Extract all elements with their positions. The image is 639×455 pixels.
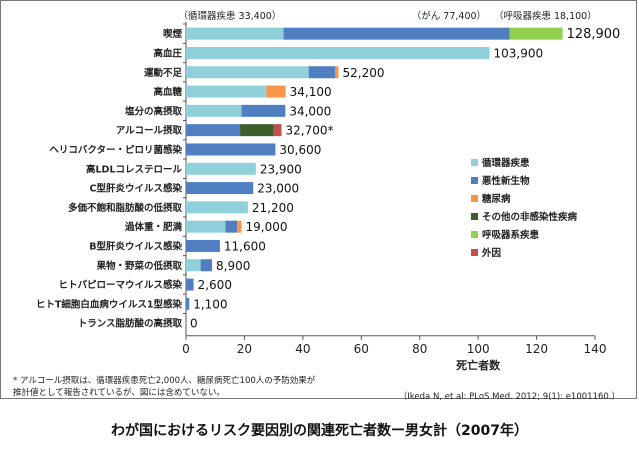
- figure-caption: わが国におけるリスク要因別の関連死亡者数ー男女計（2007年）: [111, 423, 528, 439]
- x-tick-label: 120: [525, 342, 548, 356]
- total-label: 11,600: [224, 239, 266, 253]
- legend-label: 悪性新生物: [482, 175, 530, 187]
- category-label: アルコール摂取: [116, 125, 183, 137]
- bar-segment: [186, 46, 490, 59]
- x-tick-label: 60: [354, 342, 369, 356]
- bar-segment: [186, 201, 248, 214]
- bar-segment: [186, 104, 242, 117]
- category-label: トランス脂肪酸の高摂取: [78, 318, 183, 330]
- category-label: 多価不飽和脂肪酸の低摂取: [68, 202, 183, 214]
- total-label: 52,200: [342, 66, 384, 80]
- legend-swatch: [471, 249, 478, 256]
- bar-segment: [186, 278, 194, 291]
- total-label: 103,900: [494, 46, 544, 60]
- legend-label: その他の非感染性疾病: [482, 211, 578, 223]
- category-label: ヒトT細胞白血病ウイルス1型感染: [36, 298, 183, 310]
- total-label: 2,600: [198, 278, 232, 292]
- category-label: 果物・野菜の低摂取: [95, 260, 182, 272]
- category-label: B型肝炎ウイルス感染: [89, 240, 182, 252]
- bar-segment: [186, 162, 256, 175]
- bar-segment: [186, 239, 220, 252]
- legend-swatch: [471, 231, 478, 238]
- bar-segment: [266, 85, 286, 98]
- bar-segment: [186, 259, 201, 272]
- bar-segment: [225, 220, 238, 233]
- category-label: C型肝炎ウイルス感染: [90, 183, 183, 195]
- category-label: 過体重・肥満: [124, 221, 183, 233]
- bar-annotation: （呼吸器疾患 18,100）: [494, 10, 597, 22]
- legend-swatch: [471, 177, 478, 184]
- bar-segment: [186, 143, 276, 156]
- x-tick-label: 80: [412, 342, 427, 356]
- x-tick-label: 140: [584, 342, 607, 356]
- bar-segment: [237, 220, 242, 233]
- bar-segment: [334, 66, 339, 79]
- citation: （Ikeda N, et al: PLoS Med. 2012; 9(1): e…: [398, 392, 620, 402]
- total-label: 32,700*: [286, 124, 334, 138]
- x-tick-label: 0: [182, 342, 190, 356]
- category-label: 高血糖: [153, 86, 182, 98]
- total-label: 1,100: [193, 297, 227, 311]
- legend-swatch: [471, 195, 478, 202]
- category-label: 塩分の高摂取: [125, 105, 183, 117]
- bar-segment: [186, 220, 226, 233]
- legend-label: 外因: [481, 247, 501, 259]
- category-label: ヒトパピローマウイルス感染: [58, 279, 182, 291]
- bar-segment: [240, 124, 274, 137]
- footnote: * アルコール摂取は、循環器疾患死亡2,000人、糖尿病死亡100人の予防効果が…: [13, 376, 316, 398]
- total-label: 34,100: [290, 85, 332, 99]
- bar-segment: [509, 27, 563, 40]
- x-tick-label: 40: [295, 342, 310, 356]
- bar-segment: [241, 104, 286, 117]
- bar-segment: [273, 124, 282, 137]
- legend-swatch: [471, 213, 478, 220]
- bar-segment: [186, 66, 309, 79]
- total-label: 34,000: [289, 104, 331, 118]
- category-label: 運動不足: [144, 67, 183, 79]
- category-label: 高血圧: [153, 47, 182, 59]
- total-label: 30,600: [279, 143, 321, 157]
- bar-segment: [200, 259, 213, 272]
- x-axis-title: 死亡者数: [456, 358, 501, 372]
- bar-segment: [186, 85, 267, 98]
- total-label: 23,900: [260, 162, 302, 176]
- bar-annotation: （がん 77,400）: [412, 10, 486, 22]
- category-label: 高LDLコレステロール: [86, 163, 182, 175]
- total-label: 8,900: [216, 259, 250, 273]
- legend-label: 呼吸器系疾患: [482, 229, 540, 241]
- total-label: 0: [190, 317, 198, 331]
- bar-segment: [283, 27, 510, 40]
- total-label: 21,200: [252, 201, 294, 215]
- bar-segment: [186, 27, 284, 40]
- legend-label: 循環器疾患: [482, 157, 530, 169]
- bar-segment: [186, 124, 241, 137]
- bar-segment: [308, 66, 335, 79]
- legend-label: 糖尿病: [482, 193, 511, 205]
- total-label: 128,900: [567, 27, 621, 42]
- total-label: 23,000: [257, 182, 299, 196]
- x-tick-label: 100: [467, 342, 490, 356]
- total-label: 19,000: [246, 220, 288, 234]
- legend-swatch: [471, 159, 478, 166]
- x-tick-label: 20: [237, 342, 252, 356]
- bar-chart: 喫煙 128,900 高血圧 103,900 運動不足 52,200 高血糖 34,100 塩分…: [36, 10, 621, 372]
- bar-segment: [186, 297, 190, 310]
- bar-annotation: （循環器疾患 33,400）: [179, 10, 282, 22]
- category-label: ヘリコバクター・ピロリ菌感染: [49, 144, 182, 156]
- category-label: 喫煙: [163, 28, 183, 40]
- bar-segment: [186, 182, 254, 195]
- chart-frame: 喫煙 128,900 高血圧 103,900 運動不足 52,200 高血糖 34,100 塩分…: [0, 0, 637, 402]
